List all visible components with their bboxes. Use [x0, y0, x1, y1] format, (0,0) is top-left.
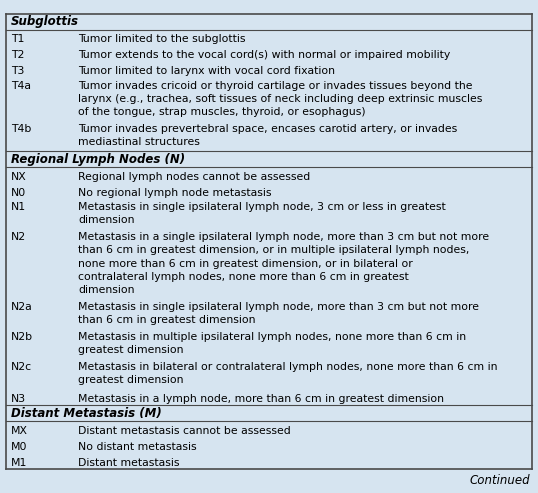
Text: Tumor extends to the vocal cord(s) with normal or impaired mobility: Tumor extends to the vocal cord(s) with … [78, 50, 450, 60]
Text: Tumor invades prevertebral space, encases carotid artery, or invades: Tumor invades prevertebral space, encase… [78, 124, 457, 134]
Text: Metastasis in single ipsilateral lymph node, 3 cm or less in greatest: Metastasis in single ipsilateral lymph n… [78, 202, 446, 212]
Text: N1: N1 [11, 202, 26, 212]
Text: Metastasis in single ipsilateral lymph node, more than 3 cm but not more: Metastasis in single ipsilateral lymph n… [78, 303, 479, 313]
Text: T4a: T4a [11, 81, 31, 91]
Text: Metastasis in a single ipsilateral lymph node, more than 3 cm but not more: Metastasis in a single ipsilateral lymph… [78, 232, 489, 242]
Text: Metastasis in a lymph node, more than 6 cm in greatest dimension: Metastasis in a lymph node, more than 6 … [78, 394, 444, 404]
Text: No distant metastasis: No distant metastasis [78, 442, 196, 452]
Text: N0: N0 [11, 188, 26, 198]
Text: Subglottis: Subglottis [11, 15, 79, 28]
Text: greatest dimension: greatest dimension [78, 375, 183, 385]
Text: MX: MX [11, 425, 28, 436]
Text: M1: M1 [11, 458, 27, 468]
Text: Metastasis in multiple ipsilateral lymph nodes, none more than 6 cm in: Metastasis in multiple ipsilateral lymph… [78, 332, 466, 342]
Text: than 6 cm in greatest dimension, or in multiple ipsilateral lymph nodes,: than 6 cm in greatest dimension, or in m… [78, 246, 469, 255]
Text: T2: T2 [11, 50, 24, 60]
Text: Distant metastasis cannot be assessed: Distant metastasis cannot be assessed [78, 425, 291, 436]
Text: Tumor limited to larynx with vocal cord fixation: Tumor limited to larynx with vocal cord … [78, 67, 335, 76]
Text: none more than 6 cm in greatest dimension, or in bilateral or: none more than 6 cm in greatest dimensio… [78, 259, 413, 269]
Text: N2: N2 [11, 232, 26, 242]
Text: T4b: T4b [11, 124, 31, 134]
Text: NX: NX [11, 172, 26, 181]
Text: contralateral lymph nodes, none more than 6 cm in greatest: contralateral lymph nodes, none more tha… [78, 272, 409, 282]
Text: N3: N3 [11, 394, 26, 404]
Text: greatest dimension: greatest dimension [78, 345, 183, 355]
Text: dimension: dimension [78, 285, 134, 295]
Text: of the tongue, strap muscles, thyroid, or esophagus): of the tongue, strap muscles, thyroid, o… [78, 107, 366, 117]
Text: N2c: N2c [11, 362, 32, 372]
Text: Regional Lymph Nodes (N): Regional Lymph Nodes (N) [11, 152, 185, 166]
Text: than 6 cm in greatest dimension: than 6 cm in greatest dimension [78, 316, 256, 325]
Text: Tumor invades cricoid or thyroid cartilage or invades tissues beyond the: Tumor invades cricoid or thyroid cartila… [78, 81, 472, 91]
Text: Distant Metastasis (M): Distant Metastasis (M) [11, 407, 161, 420]
Text: T3: T3 [11, 67, 24, 76]
Text: N2b: N2b [11, 332, 33, 342]
Text: Metastasis in bilateral or contralateral lymph nodes, none more than 6 cm in: Metastasis in bilateral or contralateral… [78, 362, 498, 372]
Text: Continued: Continued [469, 474, 530, 487]
Text: T1: T1 [11, 34, 24, 44]
Text: Tumor limited to the subglottis: Tumor limited to the subglottis [78, 34, 245, 44]
Text: M0: M0 [11, 442, 27, 452]
Text: larynx (e.g., trachea, soft tissues of neck including deep extrinsic muscles: larynx (e.g., trachea, soft tissues of n… [78, 94, 483, 104]
Text: N2a: N2a [11, 303, 32, 313]
Text: No regional lymph node metastasis: No regional lymph node metastasis [78, 188, 272, 198]
Text: dimension: dimension [78, 215, 134, 225]
Text: Distant metastasis: Distant metastasis [78, 458, 180, 468]
Text: mediastinal structures: mediastinal structures [78, 137, 200, 147]
Text: Regional lymph nodes cannot be assessed: Regional lymph nodes cannot be assessed [78, 172, 310, 181]
